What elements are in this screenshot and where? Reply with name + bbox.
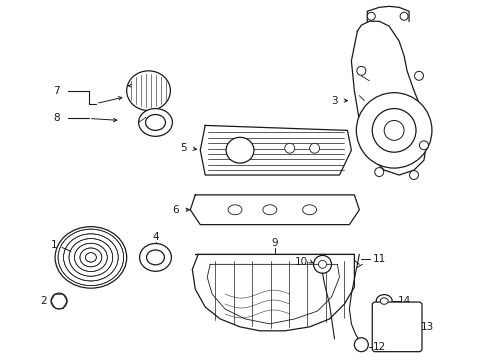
Ellipse shape: [126, 71, 170, 111]
Circle shape: [399, 12, 407, 20]
Circle shape: [51, 293, 67, 309]
Ellipse shape: [225, 137, 253, 163]
Text: 9: 9: [271, 238, 278, 248]
Circle shape: [374, 168, 383, 176]
Text: 4: 4: [152, 231, 159, 242]
Polygon shape: [192, 255, 354, 331]
Ellipse shape: [263, 205, 276, 215]
Text: 11: 11: [372, 255, 385, 264]
Circle shape: [356, 93, 431, 168]
Ellipse shape: [302, 205, 316, 215]
Text: 2: 2: [40, 296, 46, 306]
Ellipse shape: [138, 109, 172, 136]
Ellipse shape: [375, 294, 391, 307]
Circle shape: [309, 143, 319, 153]
Ellipse shape: [55, 227, 126, 288]
Text: 5: 5: [180, 143, 186, 153]
Circle shape: [313, 255, 331, 273]
Circle shape: [356, 66, 365, 75]
Polygon shape: [200, 125, 351, 175]
Circle shape: [284, 143, 294, 153]
Text: 3: 3: [330, 96, 337, 105]
Ellipse shape: [380, 298, 387, 304]
Ellipse shape: [146, 250, 164, 265]
Circle shape: [354, 338, 367, 352]
Text: 12: 12: [372, 342, 385, 352]
Polygon shape: [190, 195, 359, 225]
Text: 7: 7: [53, 86, 59, 96]
Ellipse shape: [227, 205, 242, 215]
Text: 10: 10: [294, 257, 307, 267]
Ellipse shape: [145, 114, 165, 130]
Circle shape: [318, 260, 326, 268]
Text: 14: 14: [397, 296, 410, 306]
Text: 6: 6: [172, 205, 178, 215]
Circle shape: [371, 109, 415, 152]
Circle shape: [414, 71, 423, 80]
Ellipse shape: [139, 243, 171, 271]
Polygon shape: [351, 21, 426, 175]
Circle shape: [419, 141, 427, 150]
Circle shape: [384, 121, 403, 140]
Circle shape: [409, 171, 418, 180]
Text: 8: 8: [53, 113, 59, 123]
Text: 13: 13: [420, 322, 433, 332]
Circle shape: [366, 12, 374, 20]
FancyBboxPatch shape: [371, 302, 421, 352]
Text: 1: 1: [51, 240, 57, 251]
